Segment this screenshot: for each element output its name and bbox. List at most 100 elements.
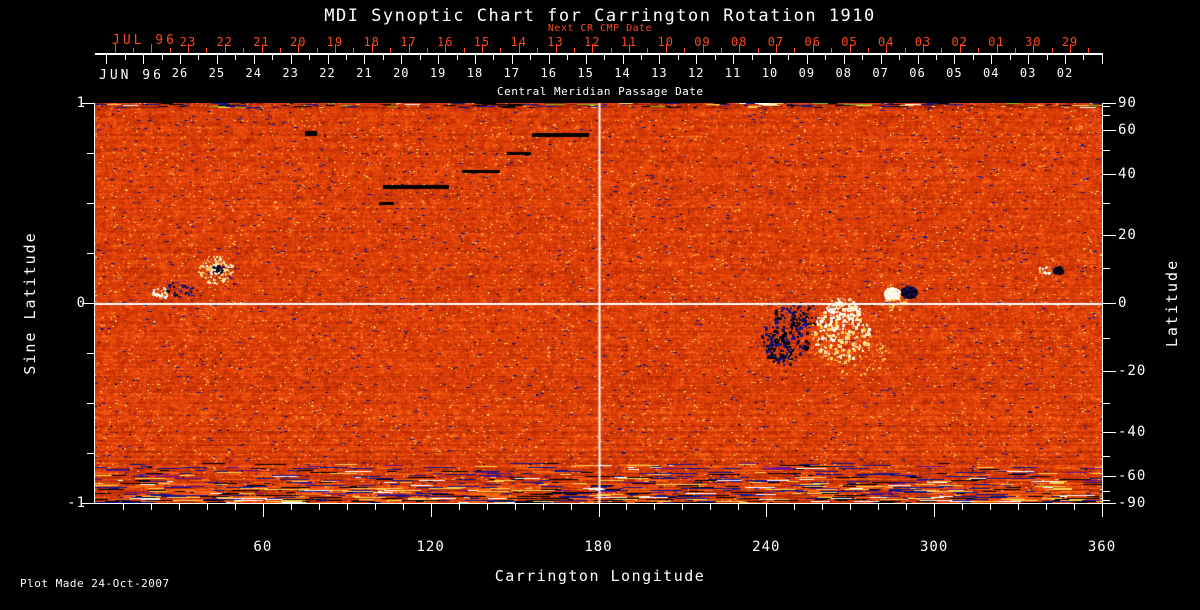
lat-major-tick — [1103, 129, 1116, 131]
cmp-tick — [1046, 55, 1048, 60]
cmp-date-label: 22 — [319, 66, 336, 80]
cmp-tick — [567, 55, 569, 60]
cmp-tick — [806, 55, 808, 64]
x-minor-tick — [374, 503, 376, 510]
cmp-tick — [253, 55, 255, 64]
next-cr-tick — [1088, 48, 1090, 53]
cmp-tick — [659, 55, 661, 64]
x-minor-tick — [514, 503, 516, 510]
lat-major-tick — [1103, 174, 1116, 176]
x-minor-tick — [990, 503, 992, 510]
next-cr-tick — [812, 44, 814, 53]
y-axis-title-left: Sine Latitude — [21, 231, 39, 375]
next-cr-tick — [1014, 48, 1016, 53]
cmp-tick — [382, 55, 384, 60]
next-cr-date-label: 09 — [694, 35, 711, 49]
plot-made-timestamp: Plot Made 24-Oct-2007 — [20, 577, 170, 590]
y-axis-title-right: Latitude — [1163, 258, 1181, 348]
cmp-date-label: 23 — [282, 66, 299, 80]
cmp-tick — [309, 55, 311, 60]
cmp-tick — [1009, 55, 1011, 60]
lat-minor-tick — [1103, 337, 1110, 339]
x-minor-tick — [850, 503, 852, 510]
next-cr-tick — [408, 44, 410, 53]
x-major-tick — [1102, 503, 1103, 517]
cmp-tick — [1083, 55, 1085, 60]
next-cr-date-label: 18 — [363, 35, 380, 49]
cmp-tick — [124, 55, 126, 60]
next-cr-tick — [849, 44, 851, 53]
sine-tick — [87, 203, 95, 204]
cmp-date-label: 06 — [909, 66, 926, 80]
x-minor-tick — [738, 503, 740, 510]
x-minor-tick — [654, 503, 656, 510]
next-cr-tick — [739, 44, 741, 53]
cmp-tick — [548, 55, 550, 64]
next-cr-tick — [592, 44, 594, 53]
x-minor-tick — [122, 503, 124, 510]
cmp-date-label: 03 — [1019, 66, 1037, 80]
next-cr-tick — [610, 48, 612, 53]
next-cr-tick — [996, 44, 998, 53]
cmp-tick — [935, 55, 937, 60]
lat-major-tick — [1103, 303, 1116, 304]
next-cr-tick — [1070, 44, 1071, 53]
cmp-tick — [1065, 55, 1066, 64]
lat-tick-label: 60 — [1118, 121, 1137, 138]
cmp-tick — [419, 55, 421, 60]
sine-tick — [82, 503, 95, 504]
x-minor-tick — [822, 503, 824, 510]
next-cr-date-label: 03 — [914, 35, 932, 49]
cmp-date-label: 11 — [724, 66, 742, 80]
next-cr-tick — [426, 48, 428, 53]
cmp-date-label: 02 — [1056, 66, 1074, 80]
cmp-date-label: 10 — [761, 66, 779, 80]
cmp-tick — [991, 55, 993, 64]
next-cr-tick — [959, 44, 961, 53]
next-cr-tick — [1051, 48, 1053, 53]
x-minor-tick — [1046, 503, 1048, 510]
next-cr-tick — [371, 44, 373, 53]
lat-major-tick — [1103, 503, 1116, 504]
next-cr-date-label: 15 — [473, 35, 491, 49]
cmp-date-label: 13 — [651, 66, 668, 80]
next-cr-tick — [665, 44, 667, 53]
month-label-jun96: JUN 96 — [99, 68, 164, 83]
lat-major-tick — [1103, 476, 1116, 478]
next-cr-tick — [831, 48, 833, 53]
lat-minor-tick — [1103, 268, 1110, 270]
next-cr-date-label: 23 — [179, 35, 197, 49]
month-label-jul96: JUL 96 — [112, 33, 177, 48]
cmp-tick — [511, 55, 513, 64]
lat-minor-tick — [1103, 115, 1110, 117]
next-cr-date-label: 29 — [1061, 35, 1079, 49]
cmp-tick — [825, 55, 827, 60]
next-cr-date-label: 16 — [437, 35, 454, 49]
cmp-tick — [106, 55, 108, 64]
x-minor-tick — [206, 503, 208, 510]
next-cr-tick — [353, 48, 355, 53]
cmp-tick — [714, 55, 716, 60]
next-cr-date-label: 22 — [216, 35, 233, 49]
next-cr-tick — [335, 44, 336, 53]
x-minor-tick — [458, 503, 460, 510]
sine-tick — [87, 253, 95, 254]
cmp-tick — [475, 55, 476, 64]
next-cr-tick — [573, 48, 575, 53]
lat-minor-tick — [1103, 403, 1110, 404]
cmp-tick — [530, 55, 532, 60]
x-minor-tick — [178, 503, 180, 510]
x-minor-tick — [290, 503, 292, 510]
next-cr-tick — [794, 48, 796, 53]
cmp-date-label: 09 — [798, 66, 816, 80]
next-cr-tick — [298, 44, 300, 53]
cmp-tick — [290, 55, 292, 64]
next-cr-tick — [904, 48, 906, 53]
cmp-axis-line — [95, 53, 1103, 55]
x-tick-label: 300 — [920, 539, 949, 555]
x-major-tick — [934, 503, 936, 517]
next-cr-tick — [702, 44, 704, 53]
sine-tick-label: 1 — [76, 95, 86, 111]
x-minor-tick — [318, 503, 320, 510]
